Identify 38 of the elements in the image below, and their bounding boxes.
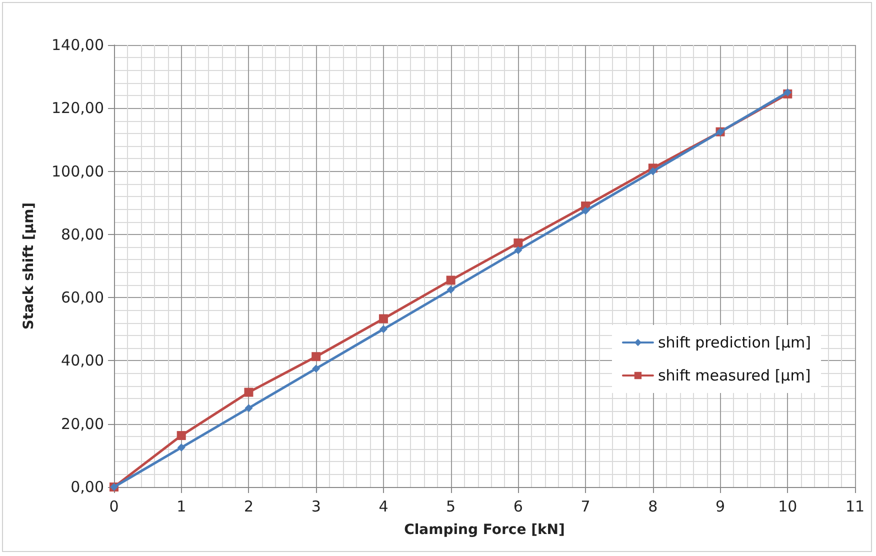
x-tick-label: 0 — [109, 498, 119, 516]
point — [648, 167, 657, 176]
point — [244, 404, 253, 412]
x-tick-label: 11 — [845, 498, 865, 516]
x-tick-label: 3 — [311, 498, 321, 516]
point — [446, 286, 455, 294]
point — [312, 364, 320, 373]
y-tick-label: 0,00 — [70, 478, 104, 496]
legend-label: shift measured [µm] — [658, 366, 811, 384]
x-tick-label: 1 — [176, 498, 186, 516]
point — [312, 352, 321, 362]
point — [177, 444, 186, 452]
point — [514, 238, 523, 248]
y-axis-title: Stack shift [µm] — [21, 202, 37, 330]
x-tick-label: 7 — [580, 498, 590, 516]
point — [378, 314, 388, 324]
x-tick-label: 9 — [716, 498, 726, 516]
y-tick-label: 40,00 — [61, 352, 104, 370]
x-tick-label: 8 — [648, 498, 658, 516]
y-tick-label: 20,00 — [61, 414, 104, 433]
y-tick-label: 100,00 — [52, 162, 104, 180]
x-tick-label: 5 — [446, 498, 456, 516]
x-tick-label: 4 — [378, 498, 388, 516]
y-tick-label: 60,00 — [61, 288, 104, 307]
x-tick-label: 6 — [513, 498, 523, 516]
legend-label: shift prediction [µm] — [658, 334, 812, 352]
point — [176, 431, 186, 440]
point — [582, 206, 590, 215]
y-tick-label: 140,00 — [52, 36, 104, 54]
x-axis-title: Clamping Force [kN] — [404, 522, 565, 538]
point — [379, 325, 388, 334]
y-tick-label: 120,00 — [52, 99, 104, 118]
x-tick-label: 10 — [778, 498, 798, 516]
point — [446, 276, 456, 285]
point — [244, 388, 254, 397]
x-tick-label: 2 — [244, 498, 254, 516]
point — [514, 246, 522, 254]
y-tick-label: 80,00 — [61, 225, 104, 244]
